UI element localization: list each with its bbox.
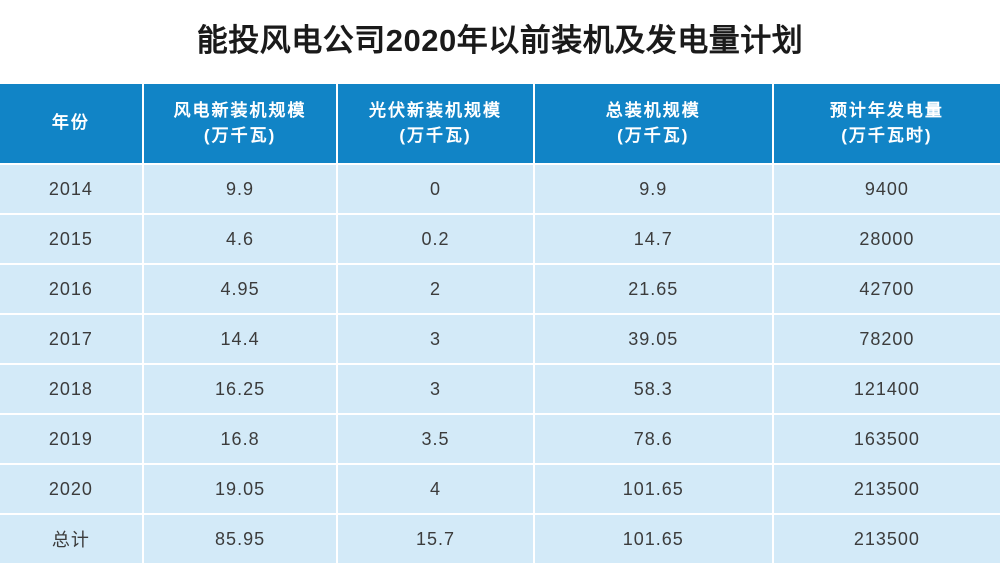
value-cell: 16.8	[143, 415, 337, 463]
row-label-cell: 2016	[0, 265, 142, 313]
value-cell: 16.25	[143, 365, 337, 413]
value-cell: 4	[338, 465, 533, 513]
header-label: 总装机规模	[605, 100, 701, 120]
header-unit: (万千瓦)	[399, 125, 472, 145]
value-cell: 4.6	[143, 215, 337, 263]
header-label: 年份	[51, 113, 90, 133]
row-label-cell: 2014	[0, 165, 142, 213]
value-cell: 3	[338, 315, 533, 363]
value-cell: 213500	[773, 465, 1000, 513]
row-label-cell: 总计	[0, 515, 142, 563]
value-cell: 14.4	[143, 315, 337, 363]
value-cell: 9400	[773, 165, 1000, 213]
header-label: 风电新装机规模	[173, 100, 307, 120]
value-cell: 0	[338, 165, 533, 213]
row-label-cell: 2020	[0, 465, 142, 513]
value-cell: 19.05	[143, 465, 337, 513]
value-cell: 0.2	[338, 215, 533, 263]
value-cell: 4.95	[143, 265, 337, 313]
value-cell: 85.95	[143, 515, 337, 563]
value-cell: 3.5	[338, 415, 533, 463]
page-title: 能投风电公司2020年以前装机及发电量计划	[196, 23, 804, 58]
value-cell: 14.7	[534, 215, 772, 263]
header-label: 光伏新装机规模	[369, 100, 503, 120]
value-cell: 58.3	[534, 365, 772, 413]
header-cell-col2: 光伏新装机规模 (万千瓦)	[338, 84, 533, 163]
header-unit: (万千瓦时)	[841, 125, 933, 145]
header-unit: (万千瓦)	[617, 125, 690, 145]
header-cell-col1: 风电新装机规模 (万千瓦)	[143, 84, 337, 163]
value-cell: 78.6	[534, 415, 772, 463]
value-cell: 163500	[773, 415, 1000, 463]
value-cell: 101.65	[534, 515, 772, 563]
value-cell: 28000	[773, 215, 1000, 263]
header-unit: (万千瓦)	[203, 125, 277, 145]
row-label-cell: 2017	[0, 315, 142, 363]
capacity-table: 年份 风电新装机规模 (万千瓦) 光伏新装机规模 (万千瓦) 总装机规模 (万千瓦) 预计年发…	[0, 84, 1000, 563]
value-cell: 3	[338, 365, 533, 413]
value-cell: 15.7	[338, 515, 533, 563]
value-cell: 78200	[773, 315, 1000, 363]
value-cell: 101.65	[534, 465, 772, 513]
header-cell-col3: 总装机规模 (万千瓦)	[534, 84, 772, 163]
row-label-cell: 2018	[0, 365, 142, 413]
value-cell: 2	[338, 265, 533, 313]
value-cell: 39.05	[534, 315, 772, 363]
header-cell-col4: 预计年发电量 (万千瓦时)	[773, 84, 1000, 163]
row-label-cell: 2015	[0, 215, 142, 263]
value-cell: 21.65	[534, 265, 772, 313]
value-cell: 9.9	[143, 165, 337, 213]
value-cell: 213500	[773, 515, 1000, 563]
value-cell: 121400	[773, 365, 1000, 413]
header-label: 预计年发电量	[829, 100, 944, 120]
value-cell: 9.9	[534, 165, 772, 213]
header-cell-col0: 年份	[0, 84, 142, 163]
value-cell: 42700	[773, 265, 1000, 313]
row-label-cell: 2019	[0, 415, 142, 463]
